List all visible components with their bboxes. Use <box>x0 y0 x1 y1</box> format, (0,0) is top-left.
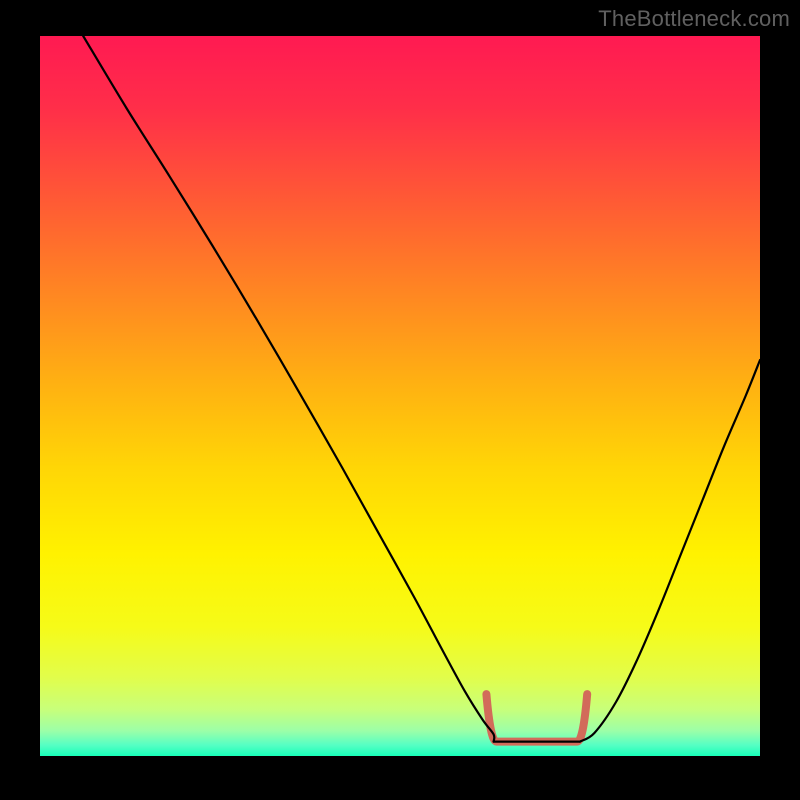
watermark-text: TheBottleneck.com <box>598 6 790 32</box>
plot-area <box>40 36 760 756</box>
curve-left <box>83 36 494 742</box>
curve-right <box>580 360 760 742</box>
curve-svg <box>40 36 760 756</box>
bottleneck-marker <box>486 694 587 742</box>
chart-container: TheBottleneck.com <box>0 0 800 800</box>
